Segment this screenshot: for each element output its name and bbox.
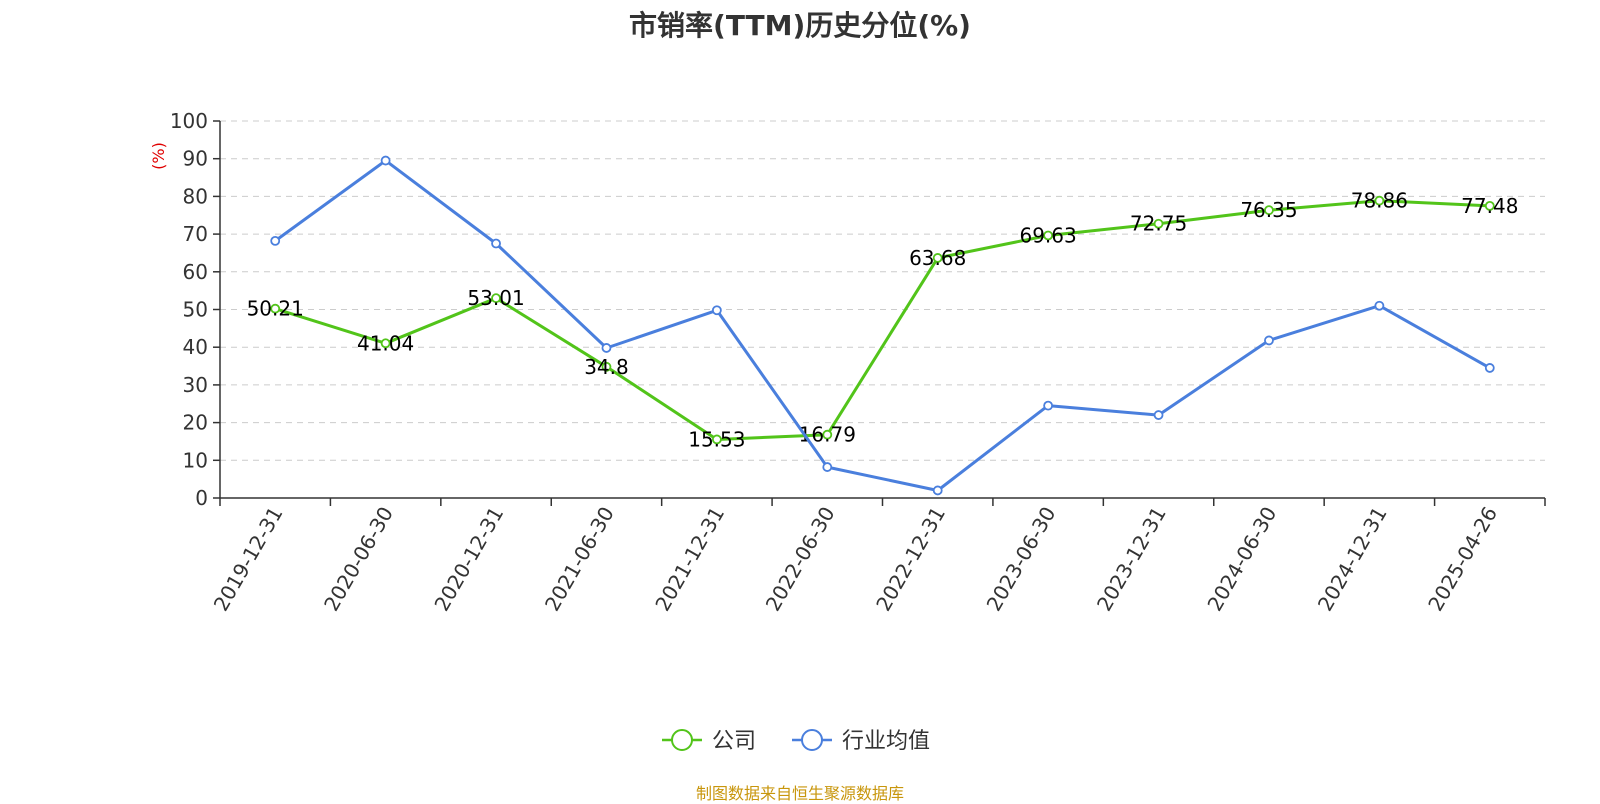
series-line-company — [274, 199, 1490, 441]
data-point — [1484, 363, 1495, 373]
data-point — [1153, 218, 1164, 229]
y-tick-label: 60 — [183, 260, 208, 284]
data-point — [1264, 205, 1274, 216]
data-point — [711, 305, 722, 316]
data-point — [711, 434, 722, 445]
data-label: 41.04 — [357, 331, 414, 355]
data-point — [270, 235, 281, 246]
y-tick-label: 50 — [183, 298, 208, 322]
chart-title: 市销率(TTM)历史分位(%) — [629, 9, 971, 42]
data-label: 34.8 — [584, 355, 629, 379]
data-label: 69.63 — [1019, 223, 1076, 247]
data-label: 72.75 — [1130, 212, 1187, 236]
legend-label-company: 公司 — [712, 729, 756, 754]
data-label: 77.48 — [1461, 194, 1518, 218]
data-point — [822, 462, 833, 472]
data-point — [1374, 300, 1385, 311]
data-label: 16.79 — [799, 423, 856, 447]
legend-swatch-marker — [801, 729, 823, 751]
data-point — [601, 343, 612, 353]
y-tick-label: 100 — [170, 109, 208, 133]
legend-label-industry: 行业均值 — [842, 729, 930, 754]
x-tick-label: 2020-12-31 — [429, 502, 508, 615]
y-tick-label: 10 — [183, 448, 208, 472]
data-point — [932, 253, 943, 263]
x-tick-label: 2025-04-26 — [1423, 503, 1502, 616]
y-axis-unit-label: (%) — [149, 142, 168, 170]
data-point — [1484, 201, 1495, 211]
y-tick-label: 40 — [183, 335, 208, 359]
data-point — [1043, 400, 1054, 411]
data-point — [491, 238, 501, 249]
data-point — [1043, 230, 1054, 241]
x-tick-label: 2023-06-30 — [982, 503, 1061, 616]
legend-swatch-marker — [671, 729, 693, 751]
x-tick-label: 2024-06-30 — [1202, 503, 1281, 616]
x-tick-label: 2021-06-30 — [540, 503, 619, 616]
x-tick-label: 2022-06-30 — [761, 503, 840, 616]
data-point — [380, 338, 391, 349]
x-tick-label: 2019-12-31 — [209, 503, 288, 616]
x-tick-label: 2021-12-31 — [650, 503, 729, 616]
series-line-industry — [274, 159, 1491, 492]
y-tick-label: 30 — [183, 373, 208, 397]
data-label: 76.35 — [1240, 198, 1297, 222]
y-tick-label: 0 — [195, 486, 208, 510]
x-tick-label: 2024-12-31 — [1313, 503, 1392, 616]
y-tick-label: 20 — [183, 411, 208, 435]
data-label: 53.01 — [467, 286, 524, 310]
data-label: 78.86 — [1351, 189, 1408, 213]
data-point — [491, 293, 501, 304]
data-point — [1153, 410, 1164, 420]
data-label: 15.53 — [688, 427, 745, 451]
source-note: 制图数据来自恒生聚源数据库 — [695, 784, 904, 803]
data-point — [822, 429, 833, 440]
y-tick-label: 80 — [183, 184, 208, 208]
data-point — [380, 155, 391, 166]
data-label: 50.21 — [247, 297, 304, 321]
data-point — [1264, 335, 1274, 346]
data-point — [1374, 195, 1385, 206]
x-tick-label: 2022-12-31 — [871, 502, 950, 615]
data-point — [932, 485, 943, 496]
data-label: 63.68 — [909, 246, 966, 270]
y-tick-label: 70 — [183, 222, 208, 246]
x-tick-label: 2023-12-31 — [1092, 503, 1171, 616]
x-tick-label: 2020-06-30 — [319, 503, 398, 616]
y-tick-label: 90 — [183, 147, 208, 171]
data-point — [601, 361, 612, 372]
data-point — [270, 303, 281, 314]
